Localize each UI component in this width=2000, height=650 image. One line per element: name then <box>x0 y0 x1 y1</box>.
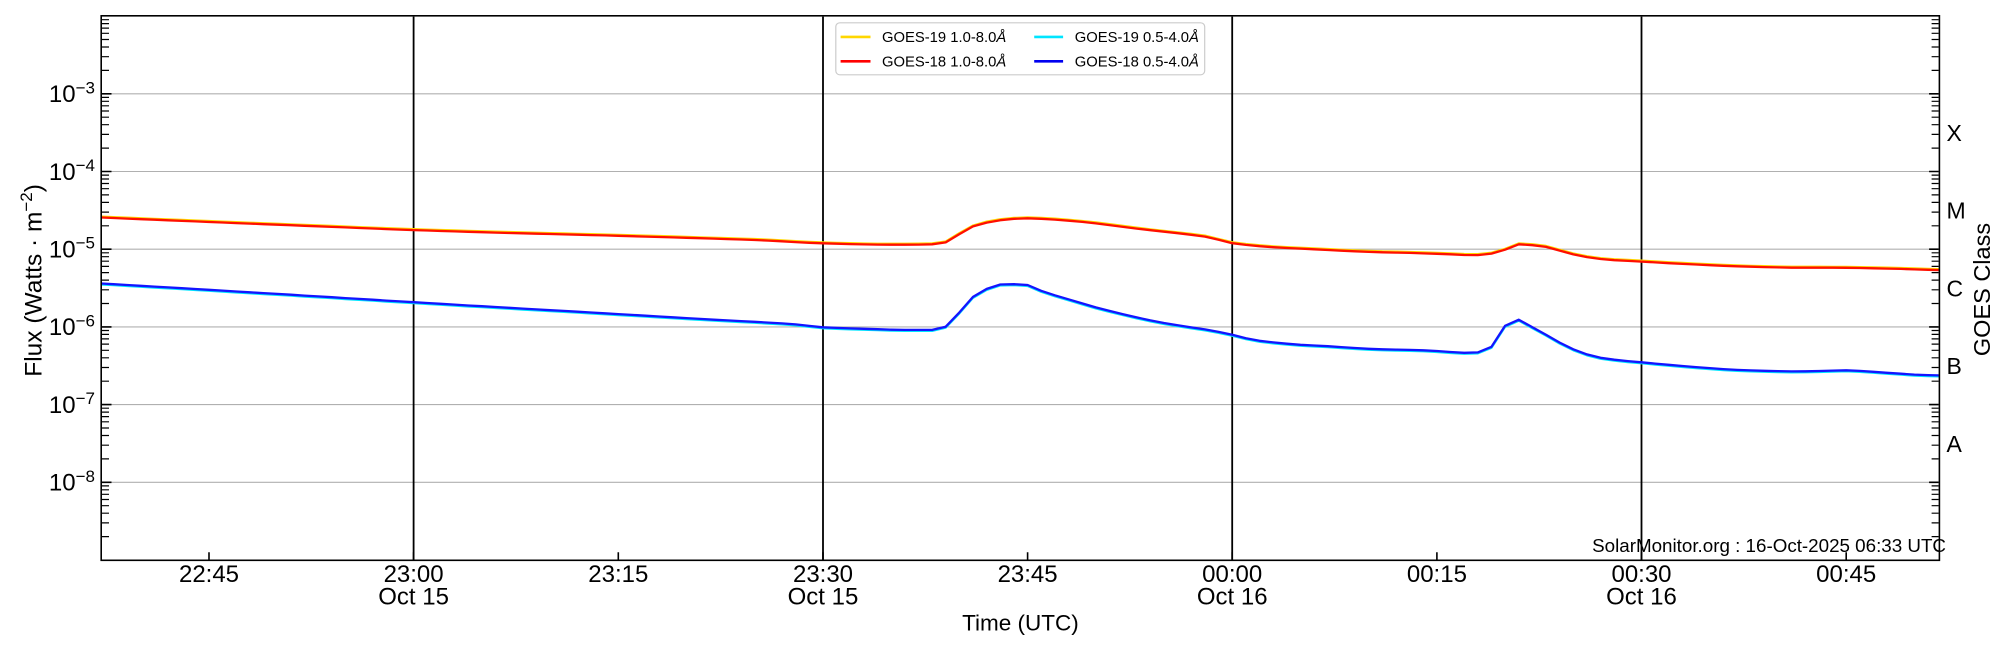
svg-text:23:30: 23:30 <box>793 561 853 588</box>
svg-text:C: C <box>1947 275 1964 301</box>
svg-text:10−7: 10−7 <box>49 389 95 419</box>
svg-text:GOES Class: GOES Class <box>1969 223 1995 356</box>
svg-text:GOES-19 0.5-4.0Å: GOES-19 0.5-4.0Å <box>1075 29 1199 46</box>
svg-text:GOES-18 1.0-8.0Å: GOES-18 1.0-8.0Å <box>882 53 1006 70</box>
svg-text:B: B <box>1947 353 1962 379</box>
svg-text:23:15: 23:15 <box>588 561 648 588</box>
svg-text:Flux (Watts · m−2): Flux (Watts · m−2) <box>17 184 48 377</box>
svg-text:23:45: 23:45 <box>998 561 1058 588</box>
svg-text:GOES-18 0.5-4.0Å: GOES-18 0.5-4.0Å <box>1075 53 1199 70</box>
svg-text:Oct 16: Oct 16 <box>1606 584 1677 611</box>
svg-text:Oct 15: Oct 15 <box>378 584 449 611</box>
svg-text:A: A <box>1947 431 1963 457</box>
svg-text:00:15: 00:15 <box>1407 561 1467 588</box>
svg-text:10−3: 10−3 <box>49 78 95 108</box>
svg-text:Oct 15: Oct 15 <box>788 584 859 611</box>
svg-text:22:45: 22:45 <box>179 561 239 588</box>
svg-text:SolarMonitor.org : 16-Oct-2025: SolarMonitor.org : 16-Oct-2025 06:33 UTC <box>1592 535 1946 556</box>
svg-text:23:00: 23:00 <box>384 561 444 588</box>
svg-text:M: M <box>1947 198 1966 224</box>
svg-text:00:00: 00:00 <box>1202 561 1262 588</box>
svg-text:GOES-19 1.0-8.0Å: GOES-19 1.0-8.0Å <box>882 29 1006 46</box>
svg-text:00:30: 00:30 <box>1611 561 1671 588</box>
svg-text:Time (UTC): Time (UTC) <box>962 611 1079 636</box>
svg-text:00:45: 00:45 <box>1816 561 1876 588</box>
svg-text:Oct 16: Oct 16 <box>1197 584 1268 611</box>
svg-text:X: X <box>1947 120 1962 146</box>
